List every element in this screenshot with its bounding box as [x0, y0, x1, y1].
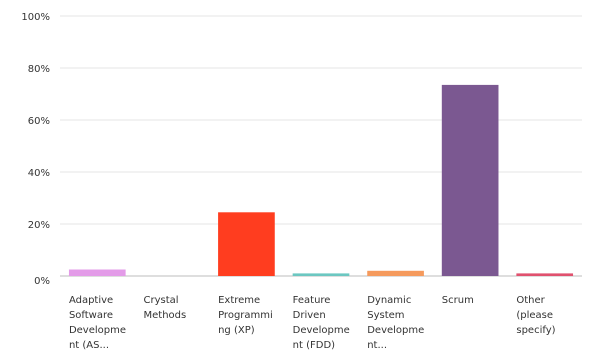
x-tick-label: Dynamic System Developme nt... — [367, 295, 424, 351]
y-tick-label: 40% — [28, 168, 50, 179]
y-tick-label: 80% — [28, 64, 50, 75]
x-axis-labels: Adaptive Software Developme nt (AS... Crysta… — [69, 295, 556, 351]
bar[interactable] — [292, 273, 350, 276]
x-tick-label: Crystal Methods — [144, 295, 187, 321]
y-tick-label: 20% — [28, 220, 50, 231]
x-tick-label: Adaptive Software Developme nt (AS... — [69, 295, 126, 351]
y-tick-label: 60% — [28, 116, 50, 127]
y-axis-ticks: 0% 20% 40% 60% 80% 100% — [21, 12, 50, 287]
y-tick-label: 100% — [21, 12, 50, 23]
bar[interactable] — [516, 273, 574, 276]
y-tick-label: 0% — [34, 276, 50, 287]
gridlines — [60, 15, 582, 277]
x-tick-label: Feature Driven Developme nt (FDD) — [293, 295, 350, 351]
bar[interactable] — [367, 270, 424, 276]
bar[interactable] — [218, 212, 275, 276]
x-tick-label: Extreme Programmi ng (XP) — [218, 295, 273, 336]
bar[interactable] — [68, 269, 126, 277]
bars — [68, 84, 574, 277]
x-tick-label: Other (please specify) — [516, 295, 555, 336]
bar[interactable] — [441, 84, 499, 277]
x-tick-label: Scrum — [442, 295, 474, 306]
